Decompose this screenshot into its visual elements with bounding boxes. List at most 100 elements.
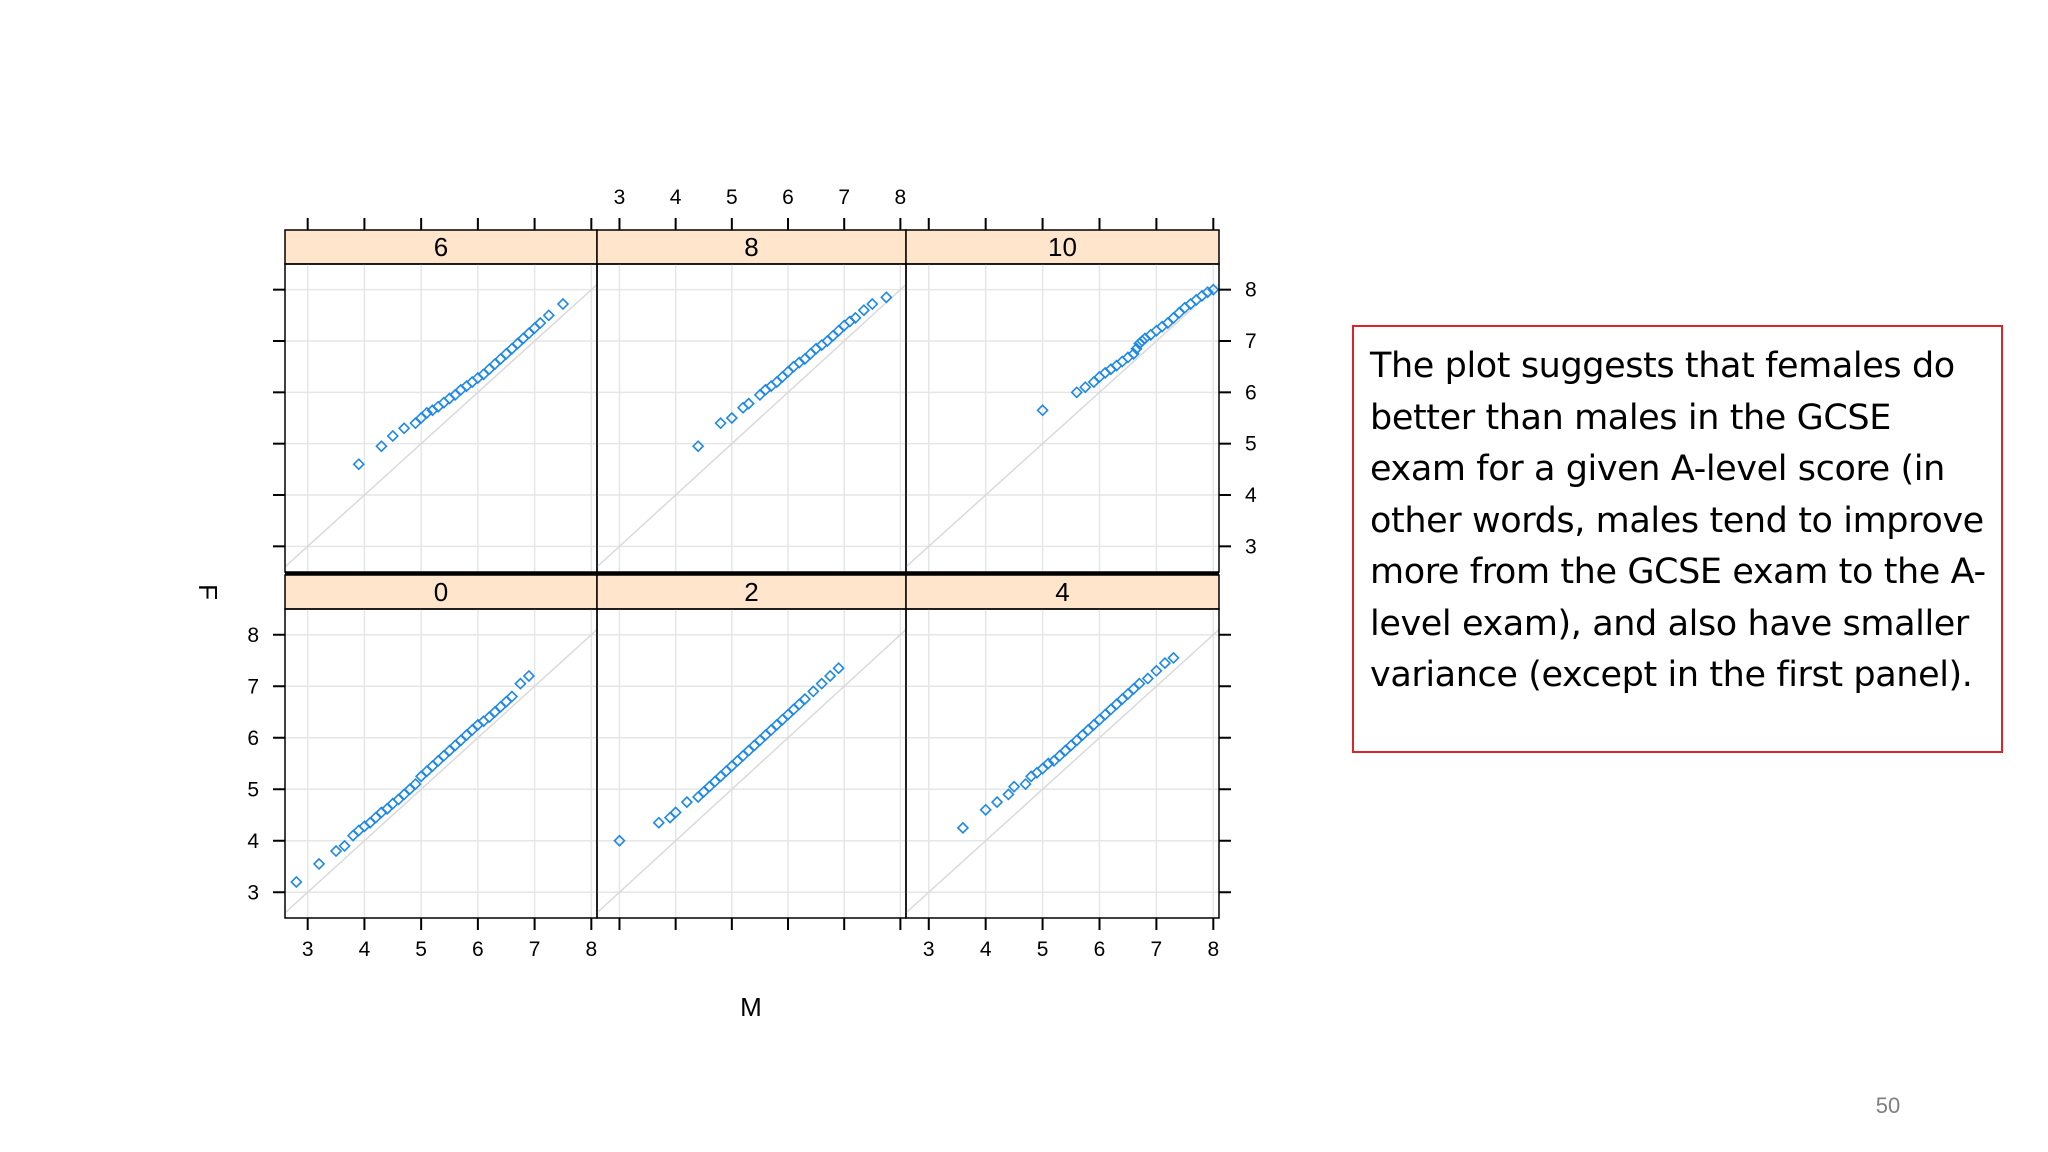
data-point (663, 811, 677, 824)
data-point (369, 811, 382, 824)
panel-strip-label: 6 (434, 232, 448, 262)
data-point (338, 839, 351, 853)
data-point (437, 396, 450, 409)
data-point (409, 417, 422, 430)
data-point (483, 711, 496, 724)
reference-line (905, 629, 1220, 914)
tick-label: 3 (614, 186, 626, 209)
data-point (483, 363, 496, 376)
data-point (517, 332, 530, 345)
data-point (409, 777, 422, 791)
panel-strip (905, 229, 1220, 265)
data-point (542, 309, 555, 322)
data-point (488, 705, 502, 719)
data-point (849, 311, 862, 325)
data-point (804, 347, 817, 360)
data-point (386, 429, 399, 443)
data-point (500, 347, 513, 360)
data-point (720, 765, 733, 778)
data-point (1070, 386, 1083, 399)
panel-strip-label: 8 (744, 232, 758, 262)
data-point (956, 821, 970, 835)
tick-label: 3 (1245, 535, 1257, 558)
data-point (1136, 334, 1149, 348)
data-point (1019, 777, 1032, 791)
page-number: 50 (1875, 1093, 1901, 1118)
data-point (742, 744, 755, 757)
tick-label: 4 (359, 938, 371, 961)
data-point (736, 401, 750, 414)
reference-line (284, 283, 598, 568)
data-point (669, 806, 682, 819)
data-point (1099, 708, 1112, 721)
data-point (731, 754, 744, 768)
data-point (613, 834, 626, 847)
data-point (500, 695, 513, 708)
panel-6: 6 (284, 229, 598, 573)
reference-line (596, 629, 907, 914)
data-point (454, 734, 467, 747)
data-point (787, 703, 800, 716)
tick-label: 4 (980, 938, 992, 961)
data-point (290, 875, 303, 889)
data-point (329, 844, 343, 858)
data-point (352, 458, 365, 471)
data-point (312, 857, 326, 871)
data-point (787, 360, 800, 373)
panel-strip-label: 4 (1055, 577, 1069, 607)
data-point (1116, 355, 1129, 368)
tick-label: 3 (923, 938, 935, 961)
data-point (990, 795, 1004, 809)
panel-10: 10 (905, 229, 1220, 573)
callout-text: The plot suggests that females do better… (1370, 346, 1986, 695)
tick-label: 7 (838, 186, 850, 209)
data-point (397, 422, 411, 435)
panel-strip (284, 574, 598, 610)
tick-label: 6 (472, 938, 484, 961)
data-point (832, 324, 845, 337)
panel-strip (596, 229, 907, 265)
tick-label: 7 (1245, 330, 1257, 353)
data-point (765, 723, 778, 737)
data-point (714, 770, 727, 783)
data-point (1076, 729, 1089, 742)
data-point (460, 729, 473, 742)
panel-8: 8 (596, 229, 907, 573)
data-point (443, 744, 456, 757)
data-point (979, 803, 992, 816)
reference-line (596, 283, 907, 568)
data-point (832, 662, 845, 675)
data-point (1042, 757, 1055, 770)
tick-label: 4 (1245, 484, 1257, 507)
data-point (1007, 780, 1021, 793)
reference-line (905, 283, 1220, 568)
tick-label: 6 (1094, 938, 1106, 961)
data-point (534, 316, 547, 330)
data-point (815, 677, 828, 690)
panel-strip-label: 0 (434, 577, 448, 607)
data-point (680, 795, 694, 809)
data-point (1207, 283, 1220, 296)
data-point (697, 785, 710, 798)
data-point (1121, 687, 1135, 701)
data-point (1087, 718, 1100, 732)
data-point (511, 337, 524, 350)
data-point (753, 734, 767, 747)
data-point (420, 406, 433, 419)
data-point (397, 788, 411, 801)
data-point (1173, 306, 1186, 319)
data-point (1059, 744, 1072, 757)
panel-strip-label: 10 (1048, 232, 1077, 262)
data-point (1036, 404, 1049, 417)
tick-label: 3 (302, 938, 314, 961)
data-point (1002, 788, 1015, 801)
data-point (759, 729, 772, 742)
data-point (1133, 677, 1146, 690)
tick-label: 8 (1207, 938, 1219, 961)
tick-label: 6 (782, 186, 794, 209)
data-point (1167, 651, 1180, 665)
tick-label: 6 (247, 727, 259, 750)
panel-0: 0 (284, 574, 598, 919)
data-point (1110, 698, 1123, 711)
